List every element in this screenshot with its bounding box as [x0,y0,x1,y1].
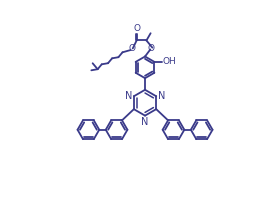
Text: N: N [141,117,149,127]
Text: O: O [133,24,140,33]
Text: O: O [128,45,135,53]
Text: N: N [158,91,165,101]
Text: N: N [125,91,132,101]
Text: OH: OH [162,57,176,66]
Text: O: O [148,45,155,53]
